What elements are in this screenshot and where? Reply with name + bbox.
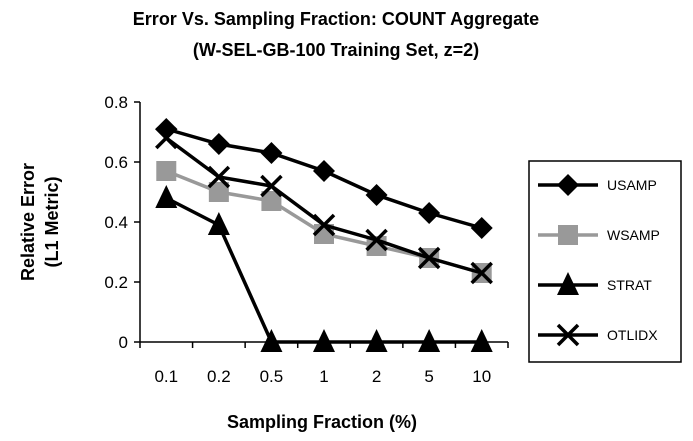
data-point-otlidx [260,174,283,198]
legend-item-strat: STRAT [538,272,652,295]
legend-marker-usamp [557,174,579,196]
data-point-wsamp [156,161,177,181]
x-marker-stroke [207,165,231,189]
series-line-strat [165,196,482,344]
x-tick-label: 5 [424,367,433,386]
y-tick-label: 0 [119,333,128,352]
legend-label-strat: STRAT [607,277,652,293]
legend: USAMP WSAMP STRAT OTLIDX [528,160,682,363]
legend-marker-otlidx [556,323,580,347]
data-point-otlidx [207,165,231,189]
x-tick-label: 2 [372,367,381,386]
series-strat [155,185,493,352]
data-point-usamp [207,133,230,155]
data-point-wsamp [261,191,282,211]
y-tick-label: 0.2 [104,273,128,292]
legend-item-wsamp: WSAMP [538,225,660,245]
x-marker-stroke [470,261,493,285]
legend-label-usamp: USAMP [607,177,657,193]
x-axis-label: Sampling Fraction (%) [227,412,417,432]
x-marker-stroke [260,174,283,198]
y-tick-label: 0.6 [104,153,128,172]
legend-item-usamp: USAMP [538,174,657,196]
data-point-usamp [470,217,493,239]
data-point-strat [365,329,388,352]
legend-label-otlidx: OTLIDX [607,327,658,343]
x-tick-label: 0.1 [154,367,178,386]
chart-title: Error Vs. Sampling Fraction: COUNT Aggre… [133,9,539,29]
legend-item-otlidx: OTLIDX [538,323,658,347]
x-marker-stroke [155,126,178,150]
x-tick-label: 0.5 [260,367,284,386]
legend-box [528,160,682,363]
y-tick-label: 0.8 [104,93,128,112]
data-point-strat [313,329,335,352]
series-usamp [155,118,493,239]
data-point-strat [418,329,441,352]
data-point-otlidx [155,126,178,150]
data-point-usamp [313,160,335,182]
data-point-wsamp [208,182,229,202]
x-marker-stroke [365,228,388,252]
plot-area: 0 0.2 0.4 0.6 0.8 0.1 0.2 0.5 1 2 5 10 [104,93,509,386]
data-point-strat [260,329,283,352]
y-tick-label: 0.4 [104,213,128,232]
x-marker-stroke [556,323,580,347]
data-point-strat [470,329,493,352]
data-point-otlidx [312,213,336,237]
legend-label-wsamp: WSAMP [607,227,660,243]
chart-subtitle: (W-SEL-GB-100 Training Set, z=2) [193,40,479,60]
legend-marker-strat [557,272,579,295]
data-point-otlidx [417,246,441,270]
x-tick-label: 10 [472,367,491,386]
data-point-usamp [418,202,441,224]
data-point-usamp [365,184,388,206]
data-point-strat [207,212,230,235]
y-axis-label-line2: (L1 Metric) [42,176,62,267]
x-marker-stroke [312,213,336,237]
data-point-strat [155,185,178,208]
data-point-otlidx [365,228,388,252]
data-point-otlidx [470,261,493,285]
y-axis-label: Relative Error (L1 Metric) [18,163,62,281]
x-tick-label: 0.2 [207,367,231,386]
series-otlidx [155,126,493,285]
x-tick-label: 1 [319,367,328,386]
legend-marker-wsamp [558,225,578,245]
data-point-usamp [260,142,283,164]
x-marker-stroke [417,246,441,270]
y-axis-label-line1: Relative Error [18,163,38,281]
